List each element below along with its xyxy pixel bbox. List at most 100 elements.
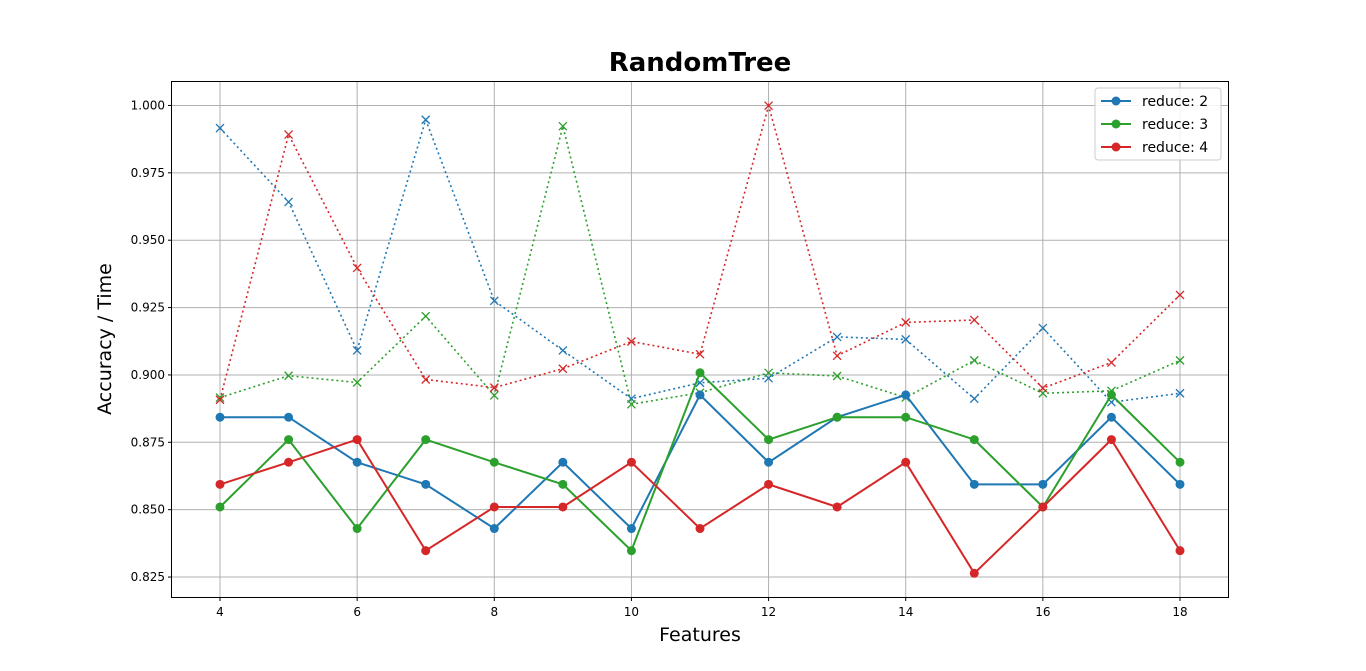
series-layer (215, 101, 1185, 578)
accuracy-point (284, 435, 294, 445)
y-tick-label: 0.925 (131, 301, 165, 315)
time-point-marker (695, 349, 705, 359)
accuracy-point (832, 502, 842, 512)
accuracy-point (1106, 412, 1116, 422)
legend-box (1094, 87, 1222, 161)
accuracy-point (1175, 546, 1185, 556)
accuracy-point (832, 412, 842, 422)
accuracy-point (421, 479, 431, 489)
time-point-marker (215, 395, 225, 405)
accuracy-point (352, 435, 362, 445)
x-tick-label: 14 (898, 605, 913, 619)
time-point-marker (558, 364, 568, 374)
time-series-line (219, 117, 1181, 404)
legend-label: reduce: 3 (1142, 117, 1208, 133)
accuracy-point (901, 457, 911, 467)
accuracy-point (969, 435, 979, 445)
accuracy-point (421, 435, 431, 445)
grid (172, 82, 1228, 597)
legend: reduce: 2 reduce: 3 reduce: 4 (1094, 87, 1222, 161)
time-point-marker (969, 315, 979, 325)
legend-swatch-marker (1111, 96, 1121, 106)
accuracy-point (695, 390, 705, 400)
time-point-marker (832, 332, 842, 342)
time-point-marker (489, 390, 499, 400)
time-point-marker (764, 368, 774, 378)
accuracy-point (1038, 502, 1048, 512)
time-point-marker (489, 296, 499, 306)
accuracy-point (1106, 435, 1116, 445)
y-tick-label: 0.975 (131, 166, 165, 180)
time-point-marker (284, 371, 294, 381)
time-point-marker (969, 355, 979, 365)
accuracy-point (215, 412, 225, 422)
accuracy-point (1175, 457, 1185, 467)
x-tick-label: 10 (624, 605, 639, 619)
legend-swatch-marker (1111, 119, 1121, 129)
legend-swatch-marker (1111, 142, 1121, 152)
time-point-marker (421, 115, 431, 125)
time-point-marker (969, 394, 979, 404)
time-point-marker (1038, 383, 1048, 393)
time-point-marker (1175, 290, 1185, 300)
x-tick-label: 16 (1035, 605, 1050, 619)
accuracy-point (1038, 479, 1048, 489)
accuracy-point (901, 390, 911, 400)
time-point-marker (352, 378, 362, 387)
y-tick-label: 0.875 (131, 435, 165, 449)
time-point-marker (284, 130, 294, 140)
time-point-marker (764, 101, 774, 111)
time-point-marker (421, 375, 431, 384)
accuracy-point (626, 457, 636, 467)
plot-area-frame (171, 81, 1229, 598)
accuracy-point (969, 568, 979, 578)
y-tick-label: 0.825 (131, 570, 165, 584)
x-tick-label: 6 (353, 605, 361, 619)
time-point-marker (832, 371, 842, 381)
accuracy-point (215, 479, 225, 489)
y-tick-label: 0.950 (131, 233, 165, 247)
time-point-marker (1038, 323, 1048, 333)
time-point-marker (352, 345, 362, 355)
y-tick-label: 0.850 (131, 503, 165, 517)
time-point-marker (901, 334, 911, 344)
x-tick-label: 18 (1172, 605, 1187, 619)
accuracy-point (901, 412, 911, 422)
accuracy-point (215, 502, 225, 512)
time-point-marker (284, 197, 294, 207)
legend-label: reduce: 2 (1142, 94, 1208, 110)
accuracy-point (352, 524, 362, 534)
x-tick-label: 4 (216, 605, 224, 619)
accuracy-point (489, 502, 499, 512)
accuracy-point (695, 524, 705, 534)
accuracy-point (626, 546, 636, 556)
time-point-marker (215, 393, 225, 403)
accuracy-point (558, 457, 568, 467)
ticks: 4 6 8 10 12 14 16 18 0.825 0.850 0.875 0.900 0.925 0.… (131, 98, 1188, 619)
time-point-marker (832, 351, 842, 361)
time-point-marker (215, 123, 225, 133)
accuracy-point (558, 502, 568, 512)
accuracy-point (489, 457, 499, 467)
accuracy-point (764, 435, 774, 445)
accuracy-point (284, 457, 294, 467)
x-tick-label: 12 (761, 605, 776, 619)
y-axis-label: Accuracy / Time (94, 263, 116, 415)
accuracy-point (626, 524, 636, 534)
time-point-marker (558, 121, 568, 131)
accuracy-point (558, 479, 568, 489)
accuracy-point (352, 457, 362, 467)
time-point-marker (1106, 358, 1116, 368)
accuracy-point (764, 457, 774, 467)
legend-label: reduce: 4 (1142, 140, 1208, 156)
x-axis-label: Features (659, 624, 741, 646)
x-tick-label: 8 (490, 605, 498, 619)
y-tick-label: 1.000 (131, 98, 165, 112)
time-point-marker (489, 383, 499, 393)
accuracy-point (695, 368, 705, 378)
chart-title: RandomTree (609, 48, 792, 78)
time-point-marker (901, 317, 911, 327)
accuracy-point (764, 479, 774, 489)
y-tick-label: 0.900 (131, 368, 165, 382)
